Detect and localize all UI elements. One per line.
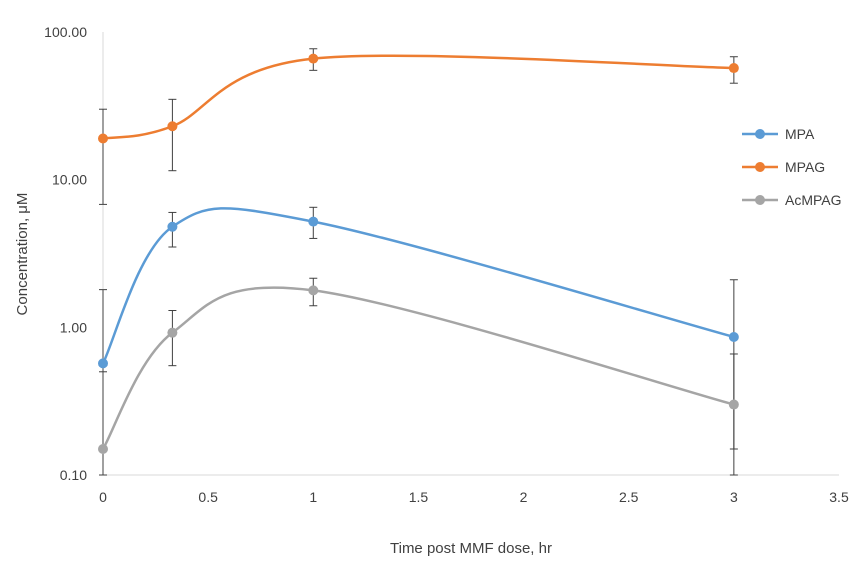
x-tick-label: 2.5: [619, 489, 639, 505]
error-bar-mpag: [168, 98, 177, 172]
data-point-mpag: [308, 53, 319, 64]
x-tick-label: 1.5: [409, 489, 429, 505]
y-tick-label: 10.00: [52, 172, 87, 188]
error-bar-acmpag: [729, 353, 738, 476]
legend-swatch-marker: [755, 129, 765, 139]
series-line-acmpag: [101, 286, 735, 450]
data-point-acmpag: [98, 443, 108, 454]
data-point-mpag: [98, 133, 108, 144]
y-axis-title: Concentration, μM: [14, 193, 31, 316]
error-bar-acmpag: [99, 371, 107, 476]
x-tick-label: 3: [730, 489, 738, 505]
x-tick-label: 2: [520, 489, 528, 505]
error-bars: [99, 48, 738, 476]
legend-swatch-marker: [755, 195, 765, 205]
error-bar-mpag: [99, 108, 107, 205]
series-line-mpag: [102, 54, 734, 140]
legend-item-mpa: MPA: [742, 126, 815, 142]
series-line-mpa: [101, 207, 735, 364]
data-point-acmpag: [167, 327, 178, 338]
error-bar-acmpag: [168, 310, 177, 367]
legend-label: AcMPAG: [785, 192, 842, 208]
data-point-mpa: [728, 332, 739, 343]
x-axis-title: Time post MMF dose, hr: [390, 540, 552, 557]
legend-item-acmpag: AcMPAG: [742, 192, 842, 208]
legend-label: MPAG: [785, 159, 825, 175]
legend-item-mpag: MPAG: [742, 159, 825, 175]
data-points: [98, 53, 739, 454]
legend-swatch-marker: [755, 162, 765, 172]
legend: MPA MPAG AcMPAG: [742, 126, 842, 208]
x-tick-labels: 0 0.5 1 1.5 2 2.5 3 3.5: [99, 489, 849, 505]
x-tick-label: 0.5: [198, 489, 218, 505]
data-point-mpag: [728, 63, 739, 74]
data-point-mpa: [308, 216, 319, 227]
series-lines: [101, 54, 735, 450]
legend-label: MPA: [785, 126, 815, 142]
y-tick-labels: 0.10 1.00 10.00 100.00: [44, 24, 87, 483]
data-point-mpa: [167, 221, 178, 232]
y-tick-label: 0.10: [60, 467, 87, 483]
data-point-mpa: [98, 358, 108, 369]
y-tick-label: 100.00: [44, 24, 87, 40]
data-point-mpag: [167, 121, 178, 132]
x-tick-label: 0: [99, 489, 107, 505]
x-tick-label: 1: [309, 489, 317, 505]
x-tick-label: 3.5: [829, 489, 849, 505]
data-point-acmpag: [308, 285, 319, 296]
data-point-acmpag: [728, 399, 739, 410]
y-tick-label: 1.00: [60, 319, 87, 335]
